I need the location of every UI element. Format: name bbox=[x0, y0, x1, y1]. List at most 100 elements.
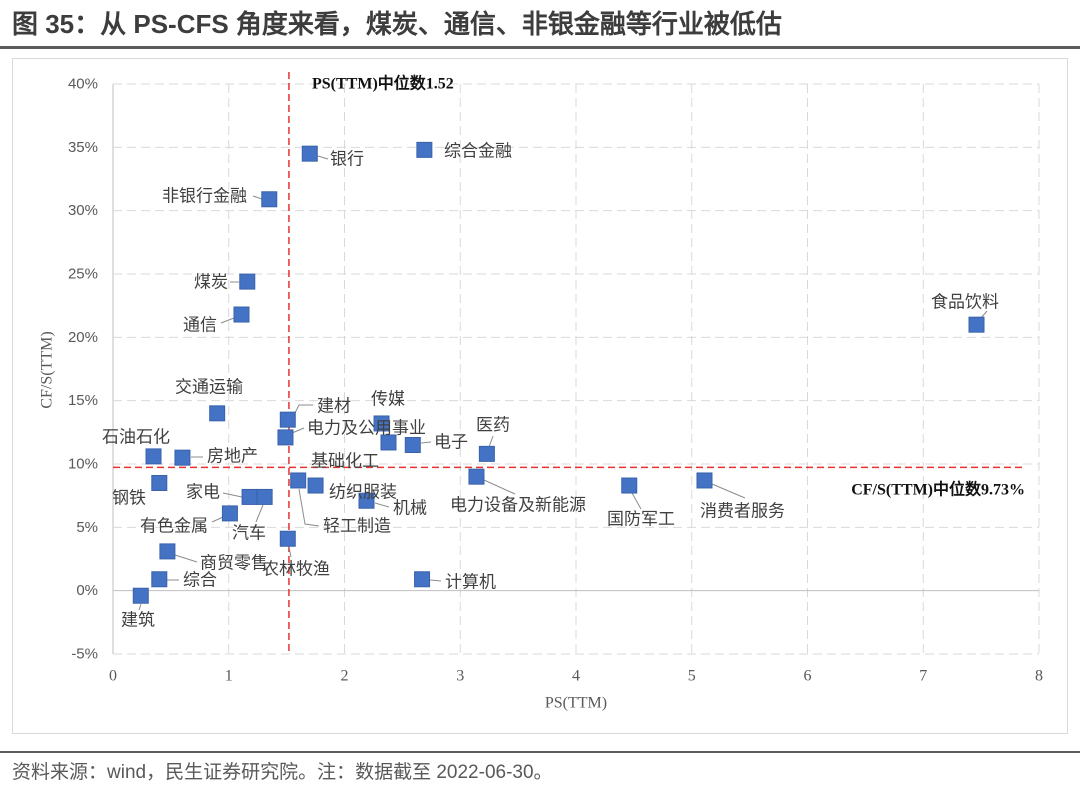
tick-labels: 0 1 2 3 4 5 6 7 8 40% 35% 30% 25% 20% 15% 10% 5% 0% -5% bbox=[68, 76, 1043, 685]
data-labels: PS(TTM)中位数1.52 CF/S(TTM)中位数9.73% 银行 综合金融非银行… bbox=[102, 74, 1025, 630]
y-tick-label: 25% bbox=[68, 266, 98, 283]
point-marker bbox=[373, 415, 390, 432]
point-marker bbox=[414, 571, 431, 588]
point-label: 电力设备及新能源 bbox=[450, 496, 586, 515]
x-tick-label: 3 bbox=[456, 668, 464, 685]
point-label: 消费者服务 bbox=[700, 502, 785, 521]
figure-title: 图 35：从 PS-CFS 角度来看，煤炭、通信、非银金融等行业被低估 bbox=[12, 9, 782, 39]
point-marker bbox=[301, 145, 318, 162]
point-label: 综合 bbox=[183, 571, 217, 590]
y-tick-label: 40% bbox=[68, 76, 98, 93]
point-marker bbox=[209, 405, 226, 422]
point-label: 有色金属 bbox=[140, 517, 208, 536]
x-tick-label: 2 bbox=[341, 668, 349, 685]
gridlines bbox=[112, 83, 1040, 655]
point-label: 纺织服装 bbox=[329, 483, 397, 502]
point-marker bbox=[621, 477, 638, 494]
leader-line bbox=[291, 427, 305, 434]
reference-lines bbox=[113, 72, 1022, 654]
point-marker bbox=[307, 477, 324, 494]
leader-line bbox=[138, 603, 142, 611]
point-marker bbox=[380, 434, 397, 451]
leader-line bbox=[174, 554, 198, 563]
point-label: 国防军工 bbox=[607, 510, 675, 529]
point-marker bbox=[233, 306, 250, 323]
leader-line bbox=[488, 435, 494, 448]
point-marker bbox=[404, 437, 421, 453]
point-label: 农林牧渔 bbox=[262, 560, 330, 579]
point-marker bbox=[256, 488, 273, 505]
leader-line bbox=[374, 502, 390, 508]
point-marker bbox=[277, 429, 294, 446]
point-marker bbox=[279, 530, 296, 547]
point-marker bbox=[132, 587, 149, 604]
point-label: 交通运输 bbox=[175, 378, 243, 397]
leader-line bbox=[288, 546, 292, 558]
chart-frame bbox=[12, 58, 1068, 734]
point-marker bbox=[416, 141, 433, 158]
point-label: 医药 bbox=[476, 416, 510, 435]
y-tick-label: -5% bbox=[71, 646, 98, 663]
x-tick-label: 5 bbox=[688, 668, 696, 685]
y-tick-label: 35% bbox=[68, 139, 98, 156]
point-marker bbox=[358, 492, 375, 509]
leader-line bbox=[255, 504, 264, 523]
title-rule bbox=[0, 46, 1080, 49]
leader-line bbox=[420, 441, 432, 444]
leader-line bbox=[220, 317, 235, 324]
y-median-label: CF/S(TTM)中位数9.73% bbox=[851, 480, 1025, 499]
point-label: 建材 bbox=[317, 397, 351, 416]
point-label: 石油石化 bbox=[102, 428, 170, 447]
point-label: 通信 bbox=[183, 316, 217, 335]
leader-line bbox=[631, 492, 642, 510]
point-marker bbox=[145, 448, 162, 465]
leader-line bbox=[222, 492, 243, 498]
point-marker bbox=[478, 445, 495, 462]
leader-line bbox=[294, 404, 313, 414]
point-marker bbox=[696, 472, 713, 489]
leader-line bbox=[711, 483, 746, 499]
point-label: 传媒 bbox=[371, 390, 405, 409]
leader-line bbox=[429, 579, 442, 582]
x-axis-title: PS(TTM) bbox=[545, 695, 607, 712]
point-label: 电力及公用事业 bbox=[307, 419, 426, 438]
data-markers bbox=[132, 141, 985, 604]
point-marker bbox=[239, 273, 256, 290]
point-label: 建筑 bbox=[121, 611, 155, 630]
x-median-label: PS(TTM)中位数1.52 bbox=[312, 74, 454, 93]
point-marker bbox=[279, 411, 296, 428]
point-label: 银行 bbox=[330, 150, 364, 169]
point-label: 汽车 bbox=[232, 524, 266, 543]
y-tick-label: 5% bbox=[76, 519, 98, 536]
point-marker bbox=[221, 505, 238, 522]
leader-line bbox=[211, 516, 224, 523]
point-marker bbox=[968, 316, 985, 333]
leader-line bbox=[252, 195, 263, 200]
x-tick-label: 0 bbox=[109, 668, 117, 685]
point-marker bbox=[159, 543, 176, 560]
point-label: 钢铁 bbox=[112, 489, 146, 508]
scatter-chart: PS(TTM)中位数1.52 CF/S(TTM)中位数9.73% 银行 综合金融非银行… bbox=[12, 58, 1068, 734]
x-tick-label: 7 bbox=[919, 668, 927, 685]
point-label: 综合金融 bbox=[444, 142, 512, 161]
point-label: 机械 bbox=[393, 499, 427, 518]
x-tick-label: 4 bbox=[572, 668, 580, 685]
point-label: 计算机 bbox=[445, 573, 496, 592]
y-tick-label: 0% bbox=[76, 582, 98, 599]
x-tick-label: 6 bbox=[804, 668, 812, 685]
point-label: 家电 bbox=[186, 483, 220, 502]
y-tick-label: 20% bbox=[68, 329, 98, 346]
point-label: 电子 bbox=[434, 433, 468, 452]
source-rule bbox=[0, 751, 1080, 753]
y-axis-title: CF/S(TTM) bbox=[39, 331, 56, 408]
point-label: 非银行金融 bbox=[162, 187, 247, 206]
y-tick-label: 10% bbox=[68, 456, 98, 473]
point-marker bbox=[151, 571, 168, 588]
x-tick-label: 1 bbox=[225, 668, 233, 685]
point-label: 轻工制造 bbox=[323, 517, 391, 536]
x-tick-label: 8 bbox=[1035, 668, 1043, 685]
point-label: 商贸零售 bbox=[200, 554, 268, 573]
y-tick-label: 30% bbox=[68, 202, 98, 219]
point-label: 煤炭 bbox=[194, 273, 228, 292]
y-tick-label: 15% bbox=[68, 392, 98, 409]
